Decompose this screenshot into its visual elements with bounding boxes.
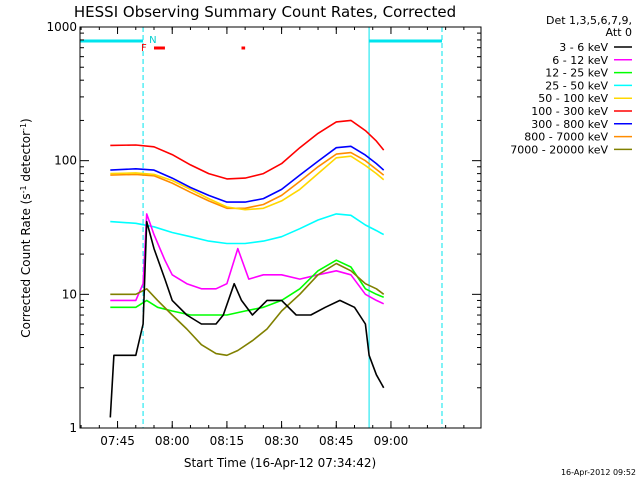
series-lines (109, 119, 385, 418)
series-line (110, 213, 385, 245)
legend-label: 3 - 6 keV (559, 41, 608, 54)
legend-header: Det 1,3,5,6,7,9, (546, 14, 632, 27)
legend-header: Att 0 (606, 26, 632, 39)
y-tick-label: 1 (69, 421, 77, 435)
y-axis-label: Corrected Count Rate (s-1 detector-1) (19, 118, 34, 337)
series-line (110, 262, 385, 357)
x-axis-label: Start Time (16-Apr-12 07:34:42) (184, 456, 376, 470)
legend-label: 25 - 50 keV (545, 79, 608, 92)
y-tick-label: 1000 (46, 20, 77, 34)
series-line (110, 145, 385, 203)
flag-bars: FN (80, 35, 442, 54)
series-line (110, 155, 385, 211)
series-line (110, 213, 385, 305)
x-tick-label: 08:30 (264, 434, 299, 448)
legend-label: 7000 - 20000 keV (510, 143, 608, 156)
y-tick-label: 100 (54, 154, 77, 168)
plot-frame (79, 26, 482, 429)
marker-lines (79, 27, 443, 428)
flare-flag-label: F (141, 43, 147, 54)
series-line (110, 151, 385, 210)
series-line (110, 259, 385, 316)
legend-label: 50 - 100 keV (538, 92, 608, 105)
legend-label: 100 - 300 keV (531, 105, 608, 118)
legend-label: 300 - 800 keV (531, 118, 608, 131)
x-tick-label: 07:45 (100, 434, 135, 448)
x-tick-label: 08:45 (319, 434, 354, 448)
y-tick-label: 10 (62, 287, 77, 301)
chart-title: HESSI Observing Summary Count Rates, Cor… (74, 3, 456, 21)
legend-label: 6 - 12 keV (552, 54, 608, 67)
night-flag-label: N (149, 35, 156, 46)
series-line (109, 220, 385, 418)
date-stamp: 16-Apr-2012 09:52 (561, 468, 636, 477)
series-line (110, 119, 385, 180)
x-tick-label: 08:00 (155, 434, 190, 448)
x-tick-label: 09:00 (374, 434, 409, 448)
legend-label: 800 - 7000 keV (524, 131, 608, 144)
x-tick-label: 08:15 (210, 434, 245, 448)
axis-ticks: 07:45 08:00 08:15 08:30 08:45 09:00 1 10 100 1000 (46, 20, 481, 448)
plot-area: FN 07:45 08:00 08:15 08:30 08:45 09:00 1 10 100 1… (46, 20, 482, 448)
legend-label: 12 - 25 keV (545, 67, 608, 80)
